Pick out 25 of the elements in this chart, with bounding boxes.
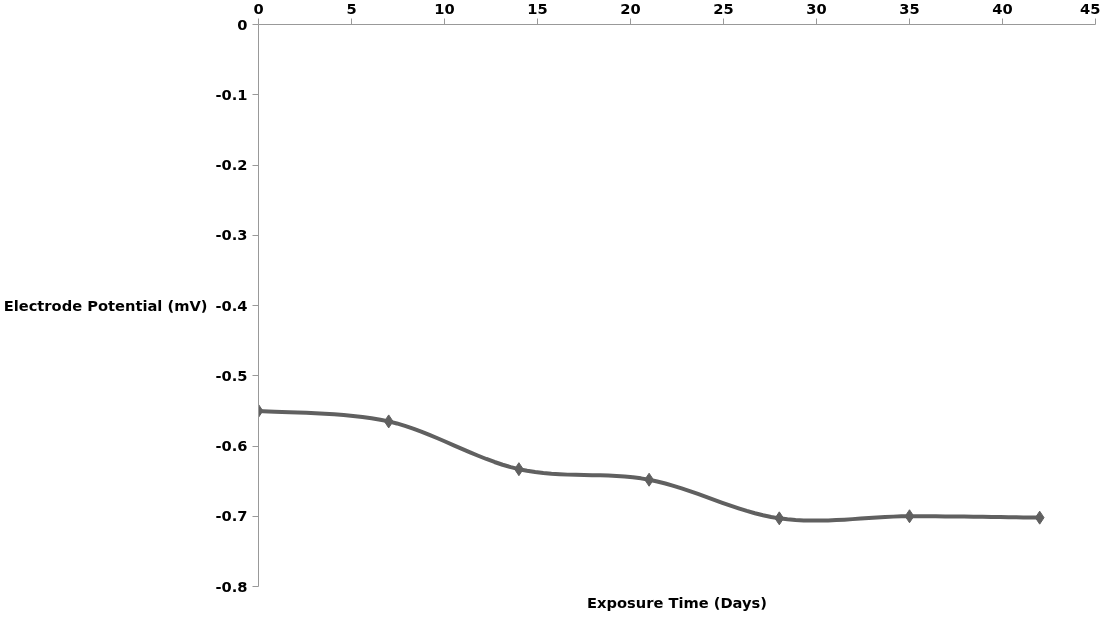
y-tick-label: -0.1 <box>215 85 248 103</box>
y-tick-label: -0.2 <box>215 156 248 173</box>
point <box>1034 510 1045 525</box>
y-tick-label: -0.5 <box>215 366 248 384</box>
y-tick-label: -0.8 <box>215 577 248 595</box>
x-axis-title: Exposure Time (Days) <box>586 593 768 611</box>
point <box>383 414 394 429</box>
x-tick-label: 0 <box>253 0 264 17</box>
y-tick-label: -0.7 <box>215 507 248 525</box>
point <box>774 511 785 526</box>
point <box>904 509 915 524</box>
x-tick-label: 45 <box>1080 0 1101 17</box>
x-tick-label: 35 <box>899 0 920 17</box>
x-tick-label: 30 <box>806 0 827 17</box>
x-tick-label: 25 <box>713 0 734 17</box>
y-axis-title: Electrode Potential (mV) <box>3 297 208 314</box>
x-tick-label: 10 <box>434 0 455 17</box>
x-tick-label: 5 <box>346 0 357 17</box>
x-tick-label: 20 <box>620 0 641 17</box>
x-tick-label: 40 <box>992 0 1013 17</box>
y-tick-label: -0.4 <box>215 296 248 314</box>
y-tick-label: -0.6 <box>215 437 248 454</box>
y-tick-label: -0.3 <box>215 226 248 244</box>
x-tick-label: 15 <box>527 0 548 17</box>
y-tick-label: 0 <box>237 15 248 33</box>
